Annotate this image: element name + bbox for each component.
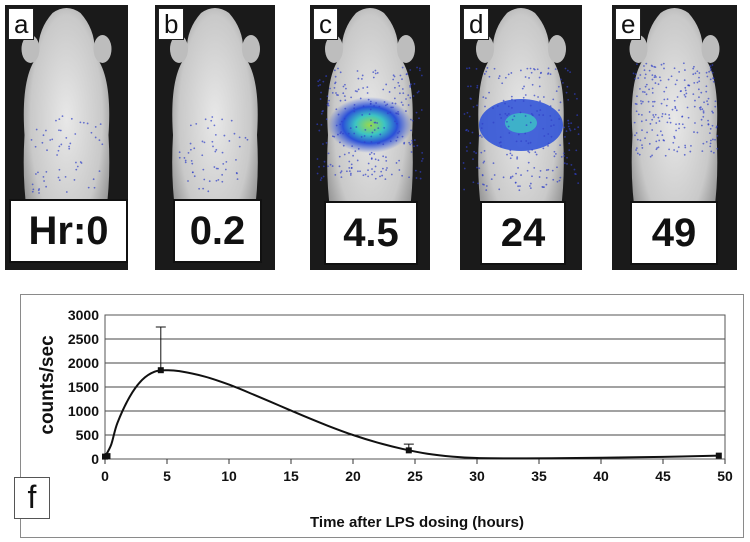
panel-time-label: 0.2 [173,199,262,263]
x-tick-label: 15 [283,468,299,484]
series-line [104,369,719,460]
mouse-ear [629,35,648,63]
data-point [405,447,412,454]
panel-letter: c [313,8,338,40]
data-point [157,367,164,374]
data-point [104,453,111,460]
x-tick-label: 30 [469,468,485,484]
x-axis-label: Time after LPS dosing (hours) [310,514,524,531]
panel-letter: d [463,8,490,40]
panel-letter: a [8,8,35,40]
panel-time-label: 24 [480,201,566,265]
panel-time-label: 4.5 [324,201,418,265]
x-tick-label: 50 [717,468,733,484]
x-tick-label: 45 [655,468,671,484]
chart-frame: 0 500 1000 1500 2000 2500 3000 0 5 10 15 20 25 30 35 40… [20,294,744,538]
panel-c: c 4.5 [310,5,430,270]
panel-letter: e [615,8,642,40]
mouse-ear [476,35,494,63]
line-chart: 0 500 1000 1500 2000 2500 3000 0 5 10 15 20 25 30 35 40… [37,307,733,531]
figure-panel-label: f [14,477,50,519]
luminescence-signal [328,97,412,153]
mouse-ear [548,35,566,63]
y-tick-label: 1000 [68,403,99,419]
mouse-ear [325,35,343,63]
panel-e: e 49 [612,5,737,270]
x-tick-label: 40 [593,468,609,484]
data-point [715,452,722,459]
mouse-image [316,8,424,255]
mouse-ear [397,35,415,63]
panel-time-label: Hr:0 [9,199,128,263]
y-tick-label: 1500 [68,379,99,395]
y-tick-label: 3000 [68,307,99,323]
mouse-ear [93,35,112,63]
x-tick-label: 10 [221,468,237,484]
x-tick-label: 20 [345,468,361,484]
y-tick-label: 2500 [68,331,99,347]
mouse-body [172,8,258,255]
x-tick-label: 25 [407,468,423,484]
y-axis-label: counts/sec [37,335,58,435]
panel-b: b 0.2 [155,5,275,270]
luminescence-core [505,113,537,133]
x-tick-label: 35 [531,468,547,484]
mouse-ear [701,35,720,63]
mouse-ear [170,35,188,63]
mouse-image [21,8,112,255]
mouse-image [462,8,580,255]
panel-d: d 24 [460,5,582,270]
x-tick-label: 0 [101,468,109,484]
panel-letter: b [158,8,185,40]
mouse-ear [242,35,260,63]
y-tick-label: 500 [76,427,100,443]
y-tick-label: 2000 [68,355,99,371]
y-tick-label: 0 [91,451,99,467]
panel-time-label: 49 [630,201,718,265]
x-tick-label: 5 [163,468,171,484]
mouse-image [629,8,720,255]
mouse-ear [21,35,40,63]
mouse-body [631,8,718,255]
mouse-image [170,8,260,255]
mouse-body [23,8,110,255]
panel-a: a Hr:0 [5,5,128,270]
